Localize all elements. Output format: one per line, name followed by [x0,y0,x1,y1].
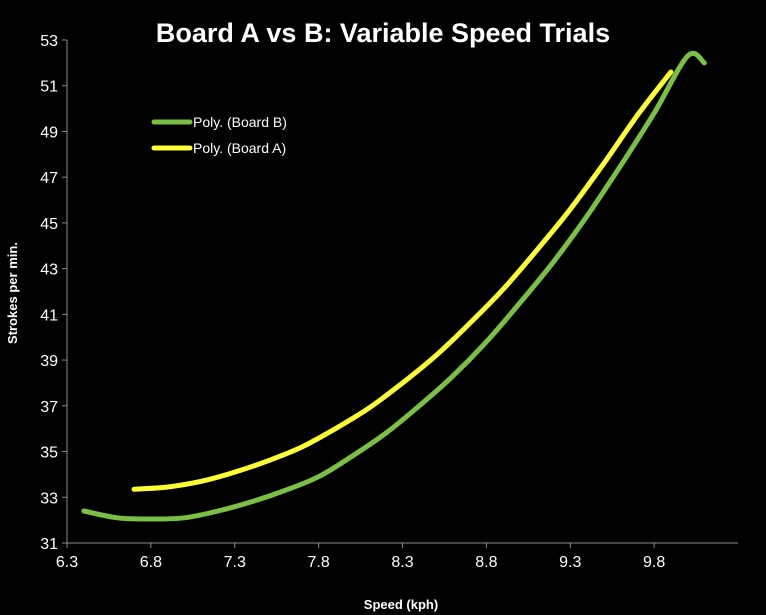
y-axis-title: Strokes per min. [5,242,20,344]
series-layer [81,50,707,522]
y-tick-label: 41 [40,307,58,324]
legend: Poly. (Board B) Poly. (Board A) [151,114,287,156]
x-tick-label: 9.3 [559,554,581,571]
y-tick-label: 51 [40,79,58,96]
x-axis-ticks: 6.3 6.8 7.3 7.8 8.3 8.8 9.3 9.8 [56,543,665,571]
legend-label-board-b: Poly. (Board B) [193,114,287,130]
y-tick-label: 33 [40,490,58,507]
y-tick-label: 45 [40,216,58,233]
x-tick-label: 6.8 [140,554,162,571]
x-axis-title: Speed (kph) [364,597,438,612]
series-line-board-a [131,69,674,492]
x-tick-label: 7.8 [308,554,330,571]
y-tick-label: 53 [40,33,58,50]
y-tick-label: 43 [40,262,58,279]
legend-label-board-a: Poly. (Board A) [193,140,286,156]
x-tick-label: 8.3 [391,554,413,571]
x-tick-label: 7.3 [224,554,246,571]
y-tick-label: 31 [40,536,58,553]
y-tick-label: 49 [40,124,58,141]
y-tick-label: 47 [40,170,58,187]
y-axis-ticks: 31 33 35 37 39 41 43 45 47 49 51 53 [40,33,67,553]
x-tick-label: 8.8 [475,554,497,571]
x-tick-label: 9.8 [643,554,665,571]
series-line-board-b [81,50,707,522]
plot-area: 31 33 35 37 39 41 43 45 47 49 51 53 6.3 6.8 7.3 7.8 8.3… [40,33,738,571]
x-tick-label: 6.3 [56,554,78,571]
y-tick-label: 39 [40,353,58,370]
y-tick-label: 35 [40,445,58,462]
chart-title: Board A vs B: Variable Speed Trials [156,18,610,48]
y-tick-label: 37 [40,399,58,416]
